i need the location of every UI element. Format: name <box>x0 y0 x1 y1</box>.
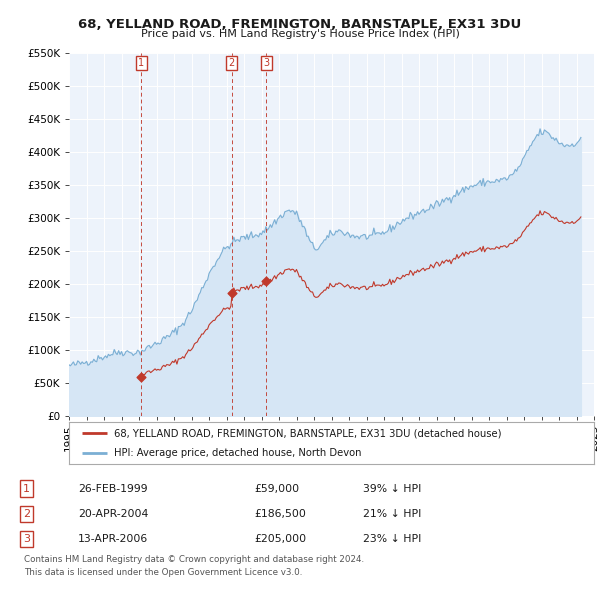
Point <box>136 372 146 382</box>
Text: £186,500: £186,500 <box>254 509 306 519</box>
Text: 26-FEB-1999: 26-FEB-1999 <box>78 484 148 493</box>
Text: 3: 3 <box>23 534 30 544</box>
Text: 39% ↓ HPI: 39% ↓ HPI <box>364 484 422 493</box>
Text: 68, YELLAND ROAD, FREMINGTON, BARNSTAPLE, EX31 3DU (detached house): 68, YELLAND ROAD, FREMINGTON, BARNSTAPLE… <box>113 428 501 438</box>
Text: 20-APR-2004: 20-APR-2004 <box>78 509 149 519</box>
Text: £205,000: £205,000 <box>254 534 306 544</box>
Text: 13-APR-2006: 13-APR-2006 <box>78 534 148 544</box>
Text: HPI: Average price, detached house, North Devon: HPI: Average price, detached house, Nort… <box>113 448 361 458</box>
Text: 23% ↓ HPI: 23% ↓ HPI <box>364 534 422 544</box>
Text: £59,000: £59,000 <box>254 484 299 493</box>
Text: 1: 1 <box>138 58 144 68</box>
Text: Price paid vs. HM Land Registry's House Price Index (HPI): Price paid vs. HM Land Registry's House … <box>140 29 460 39</box>
Text: 3: 3 <box>263 58 269 68</box>
Text: 1: 1 <box>23 484 30 493</box>
Text: This data is licensed under the Open Government Licence v3.0.: This data is licensed under the Open Gov… <box>24 568 302 577</box>
Text: 2: 2 <box>23 509 30 519</box>
Point <box>262 276 271 286</box>
Text: 2: 2 <box>229 58 235 68</box>
Text: Contains HM Land Registry data © Crown copyright and database right 2024.: Contains HM Land Registry data © Crown c… <box>24 555 364 564</box>
Point <box>227 288 236 297</box>
Text: 21% ↓ HPI: 21% ↓ HPI <box>364 509 422 519</box>
Text: 68, YELLAND ROAD, FREMINGTON, BARNSTAPLE, EX31 3DU: 68, YELLAND ROAD, FREMINGTON, BARNSTAPLE… <box>79 18 521 31</box>
